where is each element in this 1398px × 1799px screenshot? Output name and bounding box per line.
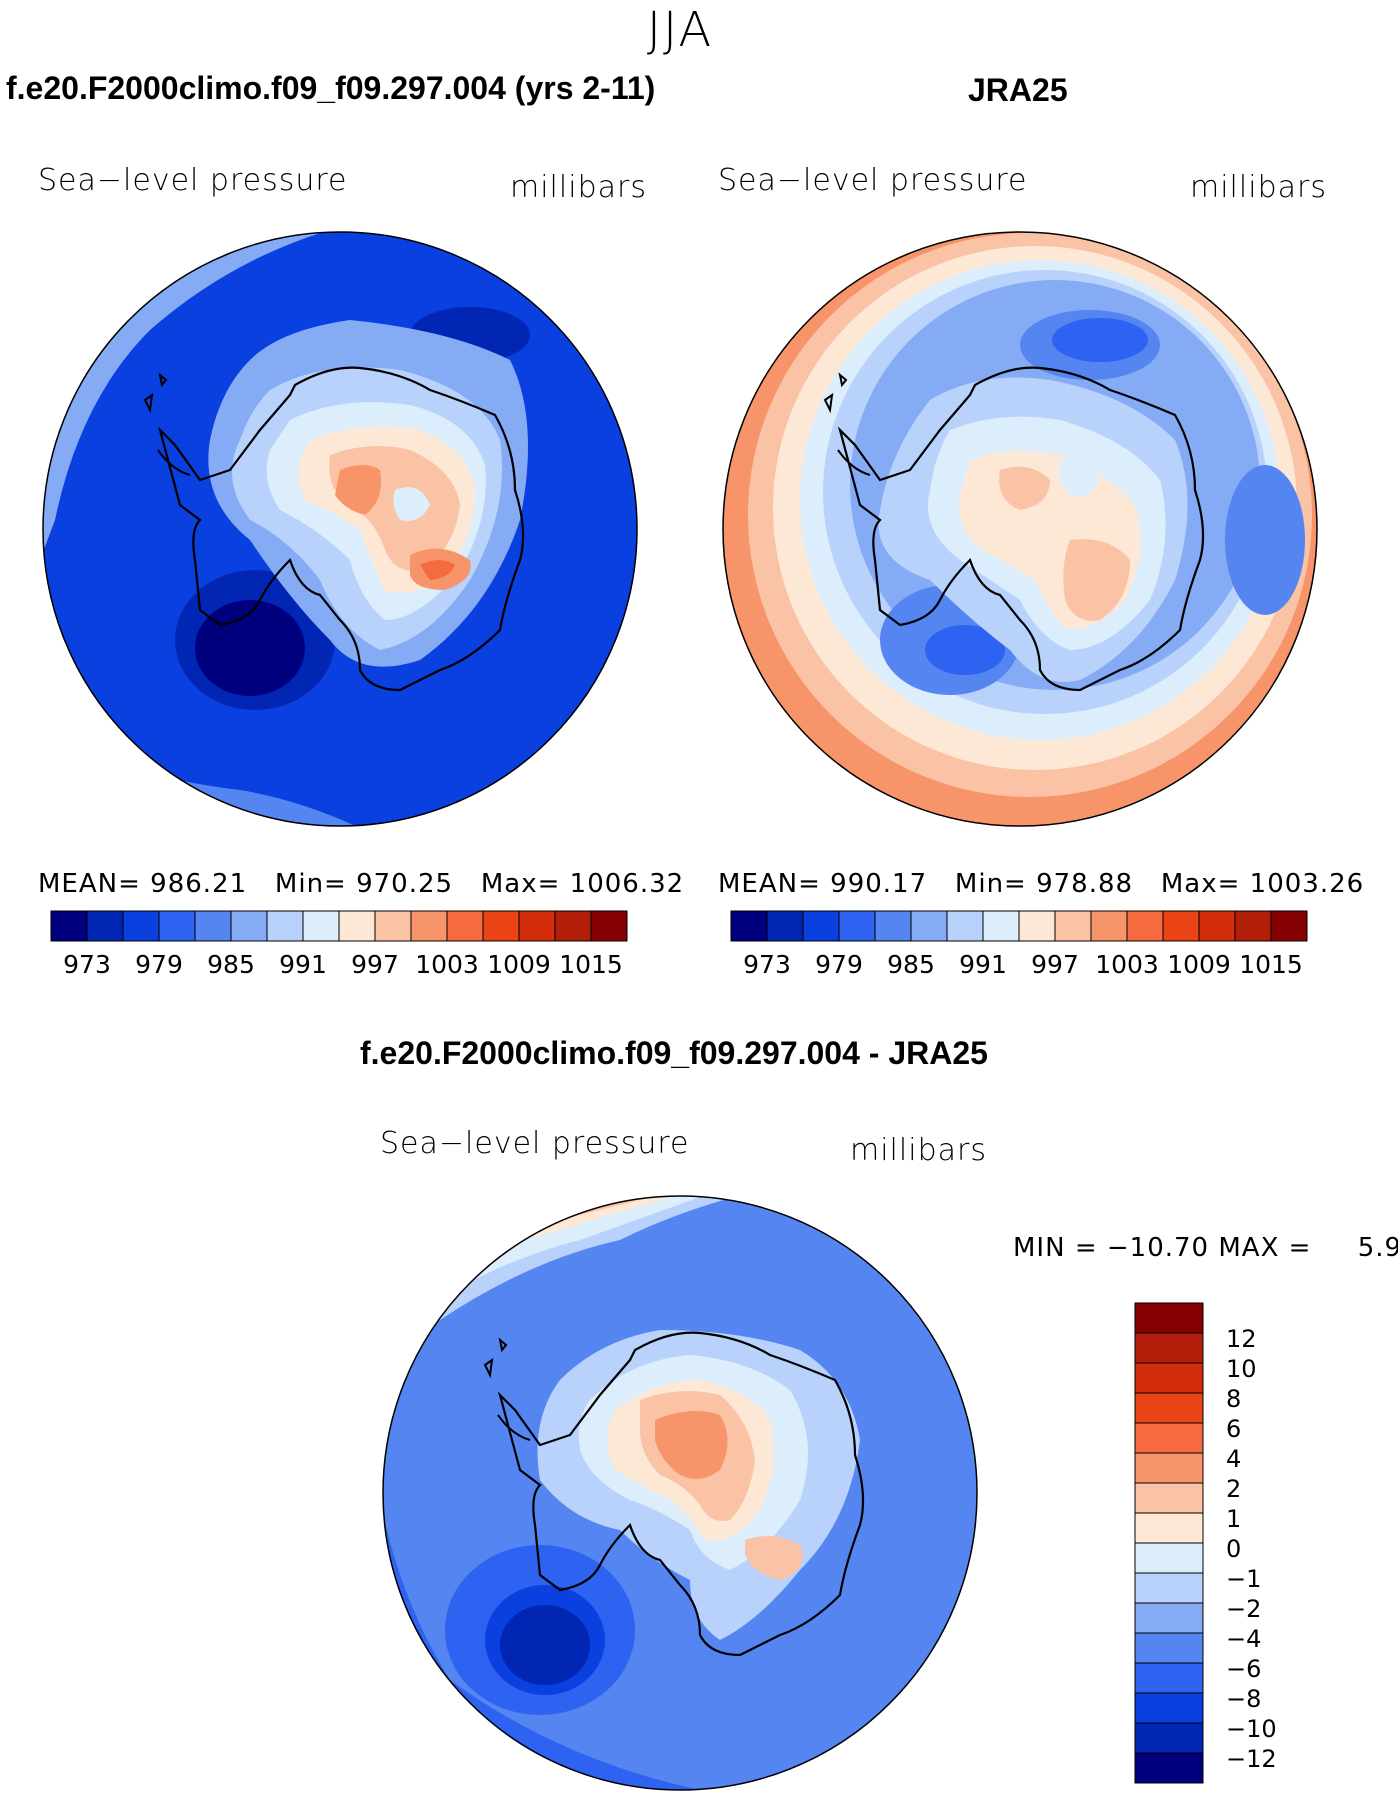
colorbar-swatch: [802, 910, 840, 942]
coastline-obs: [837, 366, 1205, 692]
colorbar-swatch: [518, 910, 556, 942]
colorbar-label: 8: [1226, 1385, 1242, 1413]
colorbar-tick: 991: [959, 950, 1007, 979]
colorbar-label: 4: [1226, 1445, 1242, 1473]
colorbar-tick: 1015: [1239, 950, 1303, 979]
colorbar-swatch: [1134, 1362, 1204, 1394]
colorbar-label: −6: [1226, 1655, 1262, 1683]
stats-obs: MEAN= 990.17 Min= 978.88 Max= 1003.26: [718, 869, 1365, 899]
colorbar-tick: 991: [279, 950, 327, 979]
colorbar-tick: 1003: [415, 950, 479, 979]
panel-title-diff: f.e20.F2000climo.f09_f09.297.004 - JRA25: [360, 1035, 988, 1071]
colorbar-swatch: [838, 910, 876, 942]
colorbar-tick: 979: [135, 950, 183, 979]
colorbar-swatch: [1134, 1302, 1204, 1334]
colorbar-label: −12: [1226, 1745, 1277, 1773]
colorbar-tick: 1009: [487, 950, 551, 979]
colorbar-swatch: [1134, 1422, 1204, 1454]
colorbar-swatch: [1198, 910, 1236, 942]
colorbar-swatch: [1270, 910, 1308, 942]
coastline-diff: [497, 1331, 865, 1657]
colorbar-swatch: [1134, 1632, 1204, 1664]
colorbar-swatch: [50, 910, 88, 942]
colorbar-label: −10: [1226, 1715, 1277, 1743]
colorbar-swatch: [158, 910, 196, 942]
colorbar-label: 6: [1226, 1415, 1242, 1443]
variable-label-diff: Sea−level pressure: [380, 1126, 690, 1161]
colorbar-tick: 1015: [559, 950, 623, 979]
colorbar-swatch: [1054, 910, 1092, 942]
colorbar-tick: 997: [1031, 950, 1079, 979]
colorbar-swatch: [1134, 1332, 1204, 1364]
colorbar-label: 1: [1226, 1505, 1242, 1533]
colorbar-swatch: [1018, 910, 1056, 942]
colorbar-label: −4: [1226, 1625, 1262, 1653]
colorbar-swatch: [1090, 910, 1128, 942]
colorbar-swatch: [482, 910, 520, 942]
colorbar-swatch: [1134, 1452, 1204, 1484]
colorbar-swatch: [194, 910, 232, 942]
colorbar-swatch: [1134, 1692, 1204, 1724]
colorbar-swatch: [1134, 1512, 1204, 1544]
colorbar-swatch: [874, 910, 912, 942]
colorbar-swatch: [1134, 1542, 1204, 1574]
colorbar-swatch: [730, 910, 768, 942]
colorbar-tick: 973: [743, 950, 791, 979]
stats-model: MEAN= 986.21 Min= 970.25 Max= 1006.32: [38, 869, 685, 899]
units-label-obs: millibars: [1190, 170, 1327, 205]
colorbar-label: −8: [1226, 1685, 1262, 1713]
colorbar-label: 10: [1226, 1355, 1257, 1383]
colorbar-tick: 1009: [1167, 950, 1231, 979]
colorbar-swatch: [410, 910, 448, 942]
coastline-model: [157, 366, 525, 692]
colorbar-swatch: [1126, 910, 1164, 942]
colorbar-swatch: [374, 910, 412, 942]
colorbar-tick: 979: [815, 950, 863, 979]
colorbar-tick: 973: [63, 950, 111, 979]
colorbar-tick: 1003: [1095, 950, 1159, 979]
stats-diff: MIN = −10.70 MAX = 5.98: [1013, 1233, 1398, 1263]
colorbar-swatch: [1134, 1722, 1204, 1754]
colorbar-label: 0: [1226, 1535, 1242, 1563]
colorbar-swatch: [1134, 1482, 1204, 1514]
colorbar-label: 2: [1226, 1475, 1242, 1503]
colorbar-swatch: [590, 910, 628, 942]
colorbar-swatch: [1134, 1752, 1204, 1784]
colorbar-label: 12: [1226, 1325, 1257, 1353]
variable-label-obs: Sea−level pressure: [718, 163, 1028, 198]
panel-title-model: f.e20.F2000climo.f09_f09.297.004 (yrs 2-…: [6, 70, 656, 106]
colorbar-tick: 997: [351, 950, 399, 979]
colorbar-swatch: [910, 910, 948, 942]
colorbar-swatch: [946, 910, 984, 942]
panel-title-obs: JRA25: [968, 72, 1068, 108]
units-label-model: millibars: [510, 170, 647, 205]
colorbar-swatch: [1134, 1662, 1204, 1694]
colorbar-swatch: [1134, 1392, 1204, 1424]
colorbar-swatch: [1134, 1602, 1204, 1634]
variable-label-model: Sea−level pressure: [38, 163, 348, 198]
colorbar-label: −1: [1226, 1565, 1262, 1593]
colorbar-tick: 985: [887, 950, 935, 979]
season-title: JJA: [646, 2, 714, 58]
colorbar-tick: 985: [207, 950, 255, 979]
units-label-diff: millibars: [850, 1133, 987, 1168]
colorbar-label: −2: [1226, 1595, 1262, 1623]
colorbar-swatch: [1134, 1572, 1204, 1604]
colorbar-swatch: [554, 910, 592, 942]
